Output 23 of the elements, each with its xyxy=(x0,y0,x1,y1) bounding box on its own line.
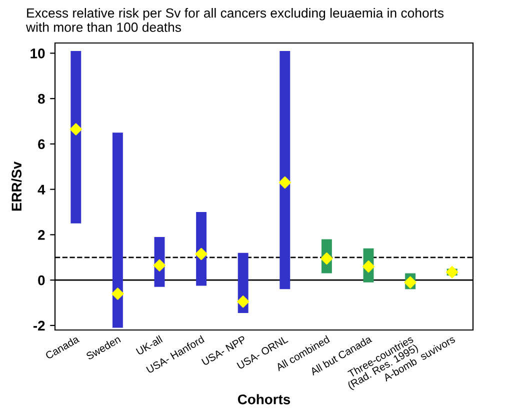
bar xyxy=(112,132,123,328)
bar xyxy=(70,50,82,224)
y-tick-label: 2 xyxy=(38,230,45,240)
y-tick-label: 0 xyxy=(38,275,45,286)
y-tick-label: 8 xyxy=(38,94,45,104)
point xyxy=(237,296,250,308)
y-tick-label: 10 xyxy=(30,48,45,58)
point xyxy=(195,248,208,260)
point xyxy=(153,259,166,272)
point xyxy=(320,252,333,265)
point xyxy=(70,123,82,136)
point xyxy=(404,276,416,288)
y-tick-label: 4 xyxy=(38,184,46,194)
chart-title: Excess relative risk per Sv for all cancers excluding leuaemia in cohorts with more than 100 deaths xyxy=(26,8,444,32)
point xyxy=(278,176,291,189)
point xyxy=(446,266,458,278)
point xyxy=(362,260,375,273)
x-axis-title: Cohorts xyxy=(238,394,290,404)
y-tick-label: -2 xyxy=(33,320,45,330)
y-tick-label: 6 xyxy=(38,139,45,150)
bar xyxy=(280,50,290,290)
point xyxy=(112,288,124,300)
y-axis-title: ERR/Sv xyxy=(11,161,22,211)
